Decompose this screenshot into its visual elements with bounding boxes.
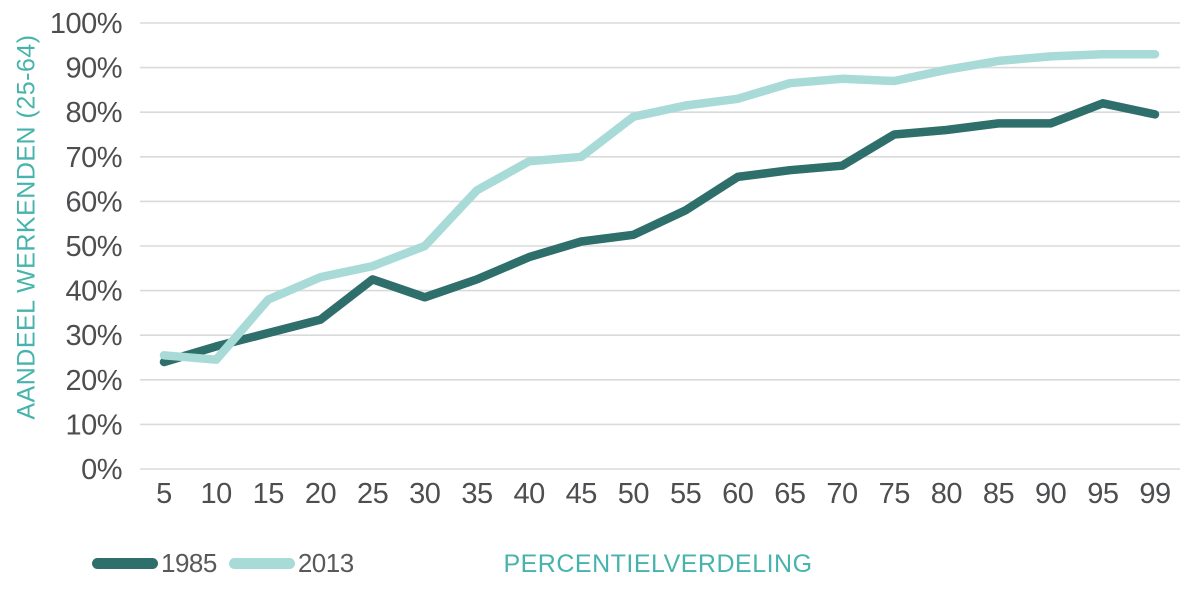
y-tick-label-50%: 50% — [65, 231, 122, 263]
chart-footer: 1985 2013 PERCENTIELVERDELING — [0, 548, 1200, 588]
y-tick-label-80%: 80% — [65, 97, 122, 129]
legend: 1985 2013 — [92, 548, 366, 579]
y-tick-label-10%: 10% — [65, 409, 122, 441]
y-tick-label-20%: 20% — [65, 365, 122, 397]
x-tick-label-95: 95 — [1087, 478, 1118, 510]
x-tick-label-45: 45 — [566, 478, 597, 510]
x-tick-label-35: 35 — [461, 478, 492, 510]
x-tick-label-20: 20 — [305, 478, 336, 510]
x-tick-label-90: 90 — [1035, 478, 1066, 510]
x-tick-label-5: 5 — [156, 478, 172, 510]
y-tick-label-60%: 60% — [65, 186, 122, 218]
y-tick-label-40%: 40% — [65, 276, 122, 308]
x-tick-label-99: 99 — [1139, 478, 1170, 510]
legend-item-2013: 2013 — [228, 548, 354, 579]
x-tick-label-15: 15 — [253, 478, 284, 510]
x-axis-title: PERCENTIELVERDELING — [503, 550, 813, 578]
y-tick-label-100%: 100% — [50, 8, 122, 40]
x-tick-label-10: 10 — [201, 478, 232, 510]
y-tick-label-30%: 30% — [65, 320, 122, 352]
x-tick-label-60: 60 — [722, 478, 753, 510]
x-tick-label-40: 40 — [513, 478, 544, 510]
legend-label-2013: 2013 — [297, 548, 354, 578]
x-tick-label-70: 70 — [826, 478, 857, 510]
legend-item-1985: 1985 — [92, 548, 217, 579]
legend-swatch-2013 — [228, 558, 295, 569]
line-chart-plot: 0% 10% 20% 30% 40% 50% 60% 70% 80% 90% 100% 5 10 15 20… — [50, 8, 1180, 510]
x-tick-label-75: 75 — [879, 478, 910, 510]
x-tick-label-50: 50 — [618, 478, 649, 510]
series-line-2013 — [159, 49, 1160, 364]
x-tick-label-65: 65 — [774, 478, 805, 510]
legend-label-1985: 1985 — [161, 548, 217, 578]
y-axis-title: AANDEEL WERKENDEN (25-64) — [12, 34, 41, 420]
x-tick-label-80: 80 — [931, 478, 962, 510]
legend-swatch-1985 — [92, 558, 158, 569]
x-tick-label-30: 30 — [409, 478, 440, 510]
series-line-1985 — [159, 99, 1160, 367]
y-tick-label-90%: 90% — [65, 53, 122, 85]
x-tick-label-85: 85 — [983, 478, 1014, 510]
y-tick-label-70%: 70% — [65, 142, 122, 174]
x-tick-label-25: 25 — [357, 478, 388, 510]
x-tick-label-55: 55 — [670, 478, 701, 510]
y-tick-label-0%: 0% — [81, 454, 122, 486]
